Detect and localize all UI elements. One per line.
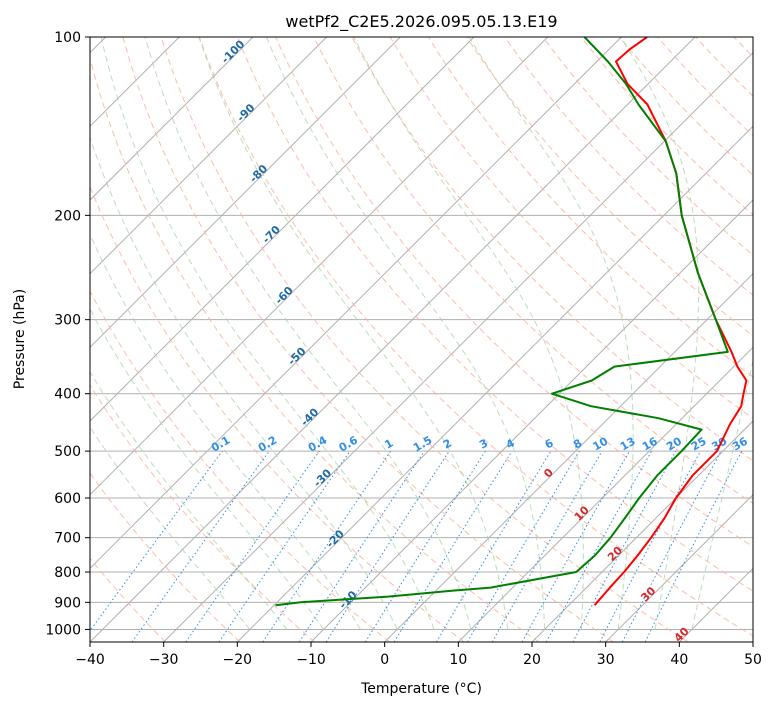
isotherm xyxy=(90,37,549,496)
x-tick-label: 50 xyxy=(744,652,762,668)
mixing-ratio-line xyxy=(393,450,513,642)
moist-adiabat xyxy=(198,37,509,630)
isotherm xyxy=(236,125,753,642)
mixing-ratio-line xyxy=(185,450,320,642)
mixing-ratio-line xyxy=(491,450,603,642)
dry-adiabat xyxy=(90,56,540,642)
moist-adiabat xyxy=(468,37,634,630)
x-tick-label: 10 xyxy=(449,652,467,668)
y-axis-label: Pressure (hPa) xyxy=(12,289,28,389)
dry-adiabat xyxy=(90,384,316,642)
dry-adiabat xyxy=(466,37,753,337)
x-tick-label: −10 xyxy=(296,652,326,668)
y-tick-label: 300 xyxy=(54,313,81,329)
isotherm xyxy=(457,346,753,642)
isotherm xyxy=(752,641,753,642)
moist-adiabat xyxy=(90,426,251,630)
isotherm xyxy=(90,37,696,642)
dry-adiabat xyxy=(90,185,465,642)
mixing-ratio-line xyxy=(572,450,677,642)
dry-adiabat xyxy=(160,37,689,642)
y-tick-label: 100 xyxy=(54,30,81,46)
y-tick-label: 500 xyxy=(54,444,81,460)
moist-adiabat xyxy=(620,37,700,630)
dry-adiabat xyxy=(351,37,753,462)
y-tick-label: 1000 xyxy=(45,622,81,638)
temperature-profile-line xyxy=(593,37,748,606)
isotherm xyxy=(90,37,254,201)
moist-adiabat xyxy=(353,37,584,630)
chart-title: wetPf2_C2E5.2026.095.05.13.E19 xyxy=(285,12,557,32)
mixing-ratio-line xyxy=(364,450,486,642)
moist-adiabat xyxy=(90,308,325,630)
x-axis-label: Temperature (°C) xyxy=(360,681,482,697)
y-tick-label: 900 xyxy=(54,595,81,611)
y-tick-label: 400 xyxy=(54,387,81,403)
x-tick-label: −40 xyxy=(75,652,105,668)
mixing-ratio-line xyxy=(325,450,450,642)
dry-adiabat xyxy=(237,37,753,592)
moist-adiabat xyxy=(266,37,546,630)
dry-adiabat xyxy=(618,37,753,176)
dry-adiabat xyxy=(504,37,753,296)
dry-adiabat xyxy=(198,37,753,637)
x-tick-label: 0 xyxy=(380,652,389,668)
y-tick-label: 700 xyxy=(54,531,81,547)
x-tick-label: 20 xyxy=(523,652,541,668)
isotherm xyxy=(90,37,401,349)
isotherm xyxy=(90,37,328,275)
dry-adiabat xyxy=(427,37,753,378)
moist-adiabat xyxy=(144,37,472,630)
dry-adiabat xyxy=(90,290,390,642)
x-tick-label: −20 xyxy=(223,652,253,668)
mixing-ratio-line xyxy=(545,450,653,642)
mixing-ratio-line xyxy=(435,450,552,642)
mixing-ratio-line xyxy=(521,450,630,642)
isotherm xyxy=(384,272,753,642)
dry-adiabat xyxy=(580,37,753,216)
dry-adiabat xyxy=(313,37,753,505)
moist-adiabat xyxy=(90,233,361,630)
y-tick-label: 200 xyxy=(54,208,81,224)
isotherm xyxy=(531,420,753,642)
dry-adiabat xyxy=(389,37,753,420)
dry-adiabat xyxy=(275,37,753,548)
isotherm xyxy=(90,37,475,422)
moist-adiabat xyxy=(90,370,288,630)
dry-adiabat xyxy=(122,37,614,642)
plot-background xyxy=(90,37,753,642)
moist-adiabat xyxy=(90,135,398,630)
isotherm xyxy=(605,493,753,642)
mixing-ratio-line xyxy=(131,450,270,642)
moist-adiabat xyxy=(100,37,435,630)
mixing-ratio-line xyxy=(218,450,351,642)
x-tick-label: 40 xyxy=(670,652,688,668)
isotherm xyxy=(310,199,753,642)
moist-adiabat xyxy=(691,358,753,630)
x-tick-label: −30 xyxy=(149,652,179,668)
x-tick-label: 30 xyxy=(597,652,615,668)
mixing-ratio-line xyxy=(90,450,223,632)
mixing-ratio-line xyxy=(467,450,580,642)
plot-frame xyxy=(89,36,754,643)
isotherm xyxy=(163,51,753,642)
y-tick-label: 800 xyxy=(54,565,81,581)
dewpoint-profile-line xyxy=(275,37,729,607)
isotherm xyxy=(90,37,622,570)
y-tick-label: 600 xyxy=(54,491,81,507)
